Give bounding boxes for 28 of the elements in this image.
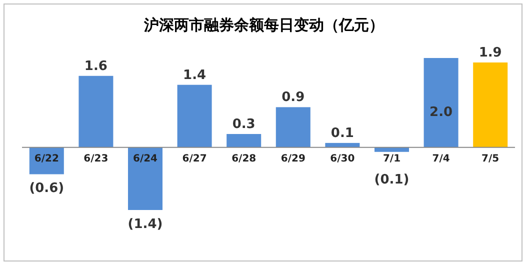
data-label: (0.6)	[29, 181, 64, 196]
data-label: 1.4	[183, 68, 206, 83]
x-tick-label: 6/23	[84, 153, 108, 164]
x-tick-label: 7/1	[382, 153, 401, 164]
x-tick-label: 6/22	[34, 153, 59, 164]
chart-title: 沪深两市融券余额每日变动（亿元）	[143, 16, 384, 34]
x-tick-label: 6/24	[132, 153, 158, 164]
bar	[128, 147, 163, 210]
x-tick-label: 6/29	[280, 153, 306, 164]
x-tick-label: 7/5	[482, 153, 500, 164]
bar	[473, 62, 508, 148]
x-tick-label: 6/30	[330, 153, 355, 164]
data-label: (0.1)	[374, 172, 410, 188]
x-tick-label: 6/27	[182, 153, 207, 164]
bar	[78, 76, 114, 148]
data-label: (1.4)	[128, 217, 163, 232]
x-tick-label: 6/28	[232, 153, 256, 164]
data-label: 0.3	[232, 117, 256, 132]
bar	[276, 107, 310, 148]
bar	[226, 134, 262, 148]
data-label: 0.9	[282, 90, 305, 106]
x-tick-label: 7/4	[432, 153, 450, 164]
data-label: 0.1	[330, 126, 354, 141]
data-label: 1.6	[84, 58, 108, 74]
bar	[177, 84, 212, 148]
data-label: 1.9	[478, 45, 502, 60]
bar	[424, 58, 458, 148]
data-label: 2.0	[430, 105, 453, 120]
